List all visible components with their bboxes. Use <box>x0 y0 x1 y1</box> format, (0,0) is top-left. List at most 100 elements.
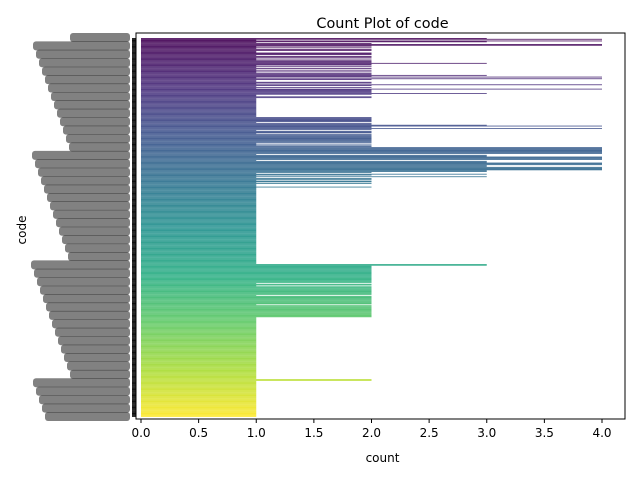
bar <box>141 364 257 366</box>
bar <box>141 148 602 150</box>
bar <box>141 347 257 349</box>
bar <box>141 366 257 368</box>
bar <box>141 339 257 341</box>
bar <box>141 270 372 272</box>
bar <box>141 413 257 415</box>
bar <box>141 407 257 409</box>
bar <box>141 160 487 162</box>
bar <box>141 258 257 260</box>
bar <box>141 414 257 416</box>
bar <box>141 67 257 68</box>
bar <box>141 222 257 224</box>
bar <box>141 401 257 403</box>
bar <box>141 378 257 380</box>
bar <box>141 403 257 405</box>
bar <box>141 194 257 196</box>
bar <box>141 227 257 229</box>
y-tick-label-blur <box>44 184 130 194</box>
bar <box>141 333 257 335</box>
bar <box>141 188 257 190</box>
bar <box>141 115 257 117</box>
bar <box>141 350 257 352</box>
bar <box>141 180 372 182</box>
bar <box>141 167 602 169</box>
bar <box>141 133 257 135</box>
bar <box>141 166 487 167</box>
bar <box>141 357 257 359</box>
y-tick-label-blur <box>60 117 130 127</box>
bar <box>141 263 257 264</box>
bar <box>141 89 372 91</box>
bar <box>141 172 257 174</box>
bar <box>141 280 372 282</box>
bar <box>141 374 257 375</box>
bar <box>141 128 602 130</box>
bar <box>141 292 372 294</box>
bar <box>141 205 257 207</box>
bar <box>141 164 602 166</box>
bar <box>141 241 257 243</box>
bar <box>141 215 257 216</box>
bar <box>141 245 257 246</box>
bar <box>141 379 372 380</box>
bar <box>141 408 257 410</box>
bar <box>141 172 372 173</box>
bar <box>141 262 257 264</box>
bar <box>141 390 257 392</box>
x-axis-label: count <box>366 451 400 465</box>
bar <box>141 201 257 203</box>
bar <box>141 342 257 343</box>
bar <box>141 125 602 127</box>
bar <box>141 221 257 223</box>
bar <box>141 277 372 279</box>
bar <box>141 123 372 125</box>
bar <box>141 81 372 83</box>
y-tick-label-blur <box>48 83 130 93</box>
bar <box>141 87 257 89</box>
bar <box>141 57 257 59</box>
y-tick-label-blur <box>36 49 130 59</box>
bar <box>141 373 257 374</box>
bar <box>141 88 602 90</box>
bar <box>141 365 257 367</box>
bar <box>141 368 257 369</box>
bar <box>141 310 372 312</box>
bar <box>141 281 372 282</box>
bar <box>141 42 257 44</box>
bar <box>141 290 372 292</box>
bar <box>141 70 257 72</box>
y-tick-label-blur <box>39 58 130 68</box>
bar <box>141 235 257 237</box>
bar <box>141 127 372 129</box>
bar <box>141 297 372 299</box>
bar <box>141 387 257 389</box>
bar <box>141 213 257 215</box>
bar <box>141 184 257 186</box>
bar <box>141 264 487 266</box>
bar <box>141 300 372 301</box>
bar <box>141 215 257 217</box>
bar <box>141 146 372 148</box>
bar <box>141 160 257 161</box>
bar <box>141 336 257 337</box>
bar <box>141 375 257 377</box>
bar <box>141 80 257 82</box>
bar <box>141 381 257 383</box>
bar <box>141 307 372 308</box>
bar <box>141 317 257 319</box>
bar <box>141 251 257 252</box>
bar <box>141 325 257 327</box>
bar <box>141 197 257 199</box>
bar <box>141 52 372 54</box>
bar <box>141 319 257 320</box>
bar <box>141 190 257 192</box>
bar <box>141 177 257 178</box>
bar <box>141 361 257 362</box>
bar <box>141 272 372 274</box>
bar <box>141 394 257 396</box>
bar <box>141 346 257 348</box>
bar <box>141 283 372 285</box>
bar <box>141 111 257 112</box>
bar <box>141 62 372 63</box>
bar <box>141 312 372 313</box>
